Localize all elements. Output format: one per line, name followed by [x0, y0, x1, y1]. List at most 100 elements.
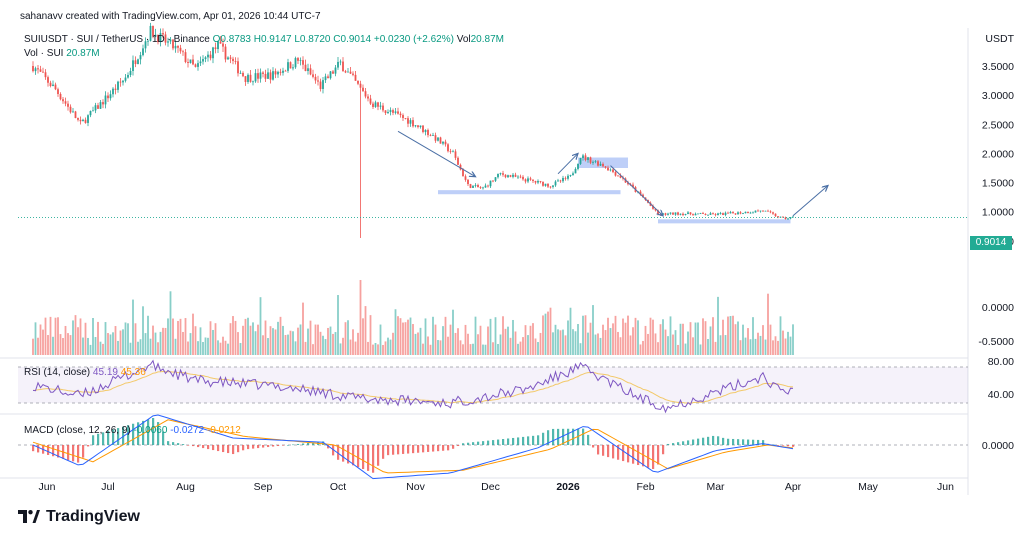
- candle-body: [134, 60, 137, 65]
- candle-body: [49, 82, 52, 87]
- macd-histogram-bar: [172, 442, 175, 445]
- volume-bar: [737, 321, 739, 355]
- candle-body: [224, 46, 227, 60]
- candle-body: [709, 213, 712, 215]
- macd-histogram-bar: [97, 433, 100, 445]
- volume-bar: [612, 323, 614, 355]
- volume-bar: [542, 315, 544, 355]
- candle-body: [702, 213, 704, 214]
- macd-histogram-bar: [272, 445, 275, 447]
- macd-histogram-bar: [127, 425, 130, 445]
- candle-body: [114, 88, 117, 90]
- candle-body: [174, 45, 177, 49]
- volume-bar: [272, 328, 274, 355]
- macd-histogram-bar: [622, 445, 625, 462]
- volume-bar: [112, 332, 114, 355]
- candle-body: [739, 212, 742, 214]
- volume-bar: [44, 317, 47, 355]
- candle-body: [42, 71, 44, 73]
- volume-bar: [329, 326, 332, 355]
- macd-histogram-bar: [52, 445, 55, 457]
- macd-histogram-bar: [132, 423, 135, 445]
- candle-body: [417, 125, 419, 128]
- macd-histogram-bar: [702, 437, 705, 445]
- volume-bar: [784, 338, 787, 355]
- candle-body: [682, 213, 684, 216]
- volume-bar: [552, 332, 554, 355]
- volume-bar: [334, 332, 337, 355]
- macd-histogram-bar: [472, 442, 475, 445]
- volume-bar: [344, 322, 347, 355]
- volume-bar: [82, 337, 84, 355]
- macd-histogram-bar: [382, 445, 385, 459]
- candle-body: [524, 179, 527, 182]
- volume-bar: [147, 315, 149, 355]
- candle-body: [699, 213, 702, 214]
- volume-bar: [632, 327, 634, 355]
- candle-body: [327, 76, 329, 79]
- symbol-title: SUIUSDT · SUI / TetherUS · 1D · Binance: [24, 34, 210, 45]
- macd-histogram-bar: [227, 445, 230, 454]
- volume-bar: [392, 332, 394, 355]
- volume-bar: [267, 338, 269, 355]
- volume-bar: [172, 318, 174, 355]
- volume-bar: [512, 319, 514, 355]
- volume-bar: [197, 341, 199, 355]
- macd-legend: MACD (close, 12, 26, 9) -0.0060 -0.0272 …: [24, 425, 241, 436]
- volume-bar: [234, 320, 237, 355]
- macd-histogram-bar: [112, 429, 115, 445]
- volume-bar: [597, 333, 599, 355]
- candle-body: [609, 169, 612, 171]
- candle-body: [177, 45, 179, 48]
- macd-histogram-bar: [322, 441, 325, 445]
- volume-bar: [692, 337, 694, 355]
- candle-body: [664, 213, 667, 215]
- macd-histogram-bar: [77, 445, 80, 463]
- volume-bar: [84, 322, 87, 355]
- candle-body: [774, 213, 777, 217]
- macd-histogram-bar: [147, 419, 150, 445]
- candle-body: [784, 217, 787, 220]
- macd-histogram-bar: [402, 445, 405, 454]
- volume-bar: [79, 318, 82, 355]
- candle-body: [374, 102, 377, 107]
- volume-bar: [302, 302, 304, 355]
- macd-histogram-bar: [517, 437, 520, 445]
- macd-histogram-bar: [687, 440, 690, 445]
- candle-body: [572, 173, 574, 176]
- volume-bar: [629, 335, 632, 355]
- candle-body: [149, 25, 152, 41]
- volume-bar: [394, 309, 397, 355]
- candle-body: [389, 110, 392, 112]
- candle-body: [154, 34, 157, 37]
- candle-body: [577, 163, 579, 169]
- volume-bar: [222, 336, 224, 355]
- volume-bar: [684, 343, 687, 355]
- candle-body: [512, 174, 514, 177]
- volume-bar: [477, 334, 479, 355]
- volume-bar: [249, 325, 252, 355]
- volume-bar: [467, 333, 469, 355]
- macd-histogram-bar: [257, 445, 260, 449]
- time-tick-label: Jul: [101, 481, 114, 493]
- candle-body: [549, 186, 552, 188]
- candle-body: [322, 80, 324, 89]
- candle-body: [752, 212, 754, 214]
- volume-bar: [52, 336, 54, 355]
- rsi-ma-value: 45.36: [120, 367, 146, 378]
- macd-histogram-bar: [637, 445, 640, 466]
- macd-histogram-bar: [217, 445, 220, 452]
- time-tick-label: Apr: [785, 481, 802, 493]
- volume-bar: [177, 320, 179, 355]
- volume-bar: [129, 342, 132, 355]
- macd-histogram-bar: [477, 441, 480, 445]
- rsi-tick-label: 40.00: [988, 389, 1014, 401]
- volume-bar: [747, 328, 749, 355]
- candle-body: [92, 110, 94, 112]
- candle-body: [434, 135, 437, 141]
- candle-body: [37, 68, 39, 70]
- volume-bar: [232, 316, 234, 355]
- volume-bar: [677, 344, 679, 355]
- candle-body: [207, 54, 209, 58]
